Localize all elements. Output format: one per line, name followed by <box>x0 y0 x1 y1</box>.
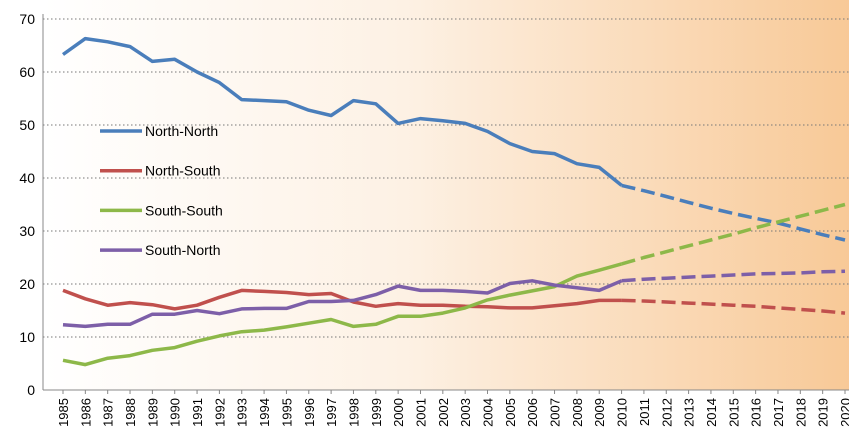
line-series <box>621 183 846 242</box>
x-tick-label: 2002 <box>436 398 451 427</box>
x-tick-label: 2009 <box>592 398 607 427</box>
line-series <box>62 288 622 311</box>
x-tick-label: 2007 <box>548 398 563 427</box>
x-tick-label: 2004 <box>481 398 496 427</box>
x-tick-label: 2014 <box>704 398 719 427</box>
x-tick-label: 2015 <box>726 398 741 427</box>
y-tick-label: 30 <box>19 223 35 239</box>
x-tick-label: 2008 <box>570 398 585 427</box>
x-tick-label: 1994 <box>257 398 272 427</box>
x-tick-label: 2017 <box>771 398 786 427</box>
x-tick-label: 1985 <box>56 398 71 427</box>
y-tick-label: 50 <box>19 117 35 133</box>
line-series <box>621 202 846 266</box>
x-tick-label: 2000 <box>391 398 406 427</box>
x-tick-label: 1995 <box>279 398 294 427</box>
y-tick-label: 0 <box>27 382 35 398</box>
x-tick-label: 2001 <box>413 398 428 427</box>
x-tick-label: 2003 <box>458 398 473 427</box>
x-tick-label: 1991 <box>190 398 205 427</box>
x-tick-label: 1999 <box>369 398 384 427</box>
x-tick-label: 1988 <box>123 398 138 427</box>
plot-background <box>43 0 849 390</box>
x-tick-label: 2013 <box>682 398 697 427</box>
line-series <box>61 36 623 187</box>
x-tick-label: 2011 <box>637 398 652 426</box>
y-tick-label: 70 <box>19 11 35 27</box>
x-tick-label: 1992 <box>212 398 227 427</box>
x-tick-label: 2012 <box>659 398 674 427</box>
x-tick-label: 2020 <box>838 398 849 427</box>
x-tick-label: 1990 <box>168 398 183 427</box>
line-series <box>621 269 846 283</box>
y-tick-label: 60 <box>19 64 35 80</box>
legend-label: North-South <box>145 163 220 179</box>
x-tick-label: 2010 <box>615 398 630 427</box>
y-tick-label: 10 <box>19 329 35 345</box>
x-tick-label: 1998 <box>346 398 361 427</box>
legend-label: North-North <box>145 123 218 139</box>
x-tick-label: 1986 <box>78 398 93 427</box>
legend-label: South-North <box>145 242 220 258</box>
line-series <box>621 298 846 315</box>
x-tick-label: 2016 <box>749 398 764 427</box>
x-tick-label: 1989 <box>145 398 160 427</box>
legend-label: South-South <box>145 202 223 218</box>
x-tick-label: 2006 <box>525 398 540 427</box>
x-tick-label: 1997 <box>324 398 339 427</box>
y-tick-label: 20 <box>19 276 35 292</box>
x-tick-label: 1996 <box>302 398 317 427</box>
x-tick-label: 2019 <box>816 398 831 427</box>
x-tick-label: 1987 <box>101 398 116 427</box>
x-tick-label: 1993 <box>235 398 250 427</box>
line-series <box>62 262 623 367</box>
line-series <box>62 279 623 329</box>
x-tick-label: 2005 <box>503 398 518 427</box>
y-tick-label: 40 <box>19 170 35 186</box>
x-tick-label: 2018 <box>793 398 808 427</box>
